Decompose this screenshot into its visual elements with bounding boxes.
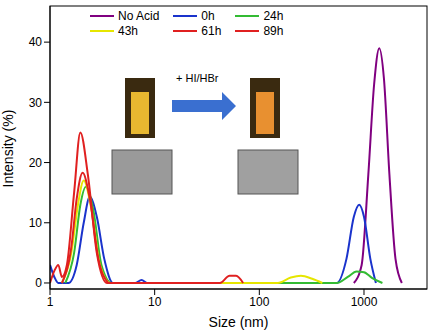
svg-text:Size (nm): Size (nm) — [209, 314, 269, 330]
svg-text:30: 30 — [29, 96, 43, 110]
svg-text:100: 100 — [249, 295, 269, 309]
svg-text:1000: 1000 — [351, 295, 378, 309]
svg-text:40: 40 — [29, 35, 43, 49]
svg-text:0: 0 — [35, 276, 42, 290]
html-text:+ HI/HBr: + HI/HBr — [176, 72, 219, 84]
html-text:No Acid: No Acid — [118, 8, 160, 23]
svg-text:1: 1 — [47, 295, 54, 309]
html-text:61h: 61h — [201, 23, 222, 38]
svg-text:Intensity (%): Intensity (%) — [0, 110, 16, 188]
html-text:24h: 24h — [263, 8, 284, 23]
html-text:43h: 43h — [118, 23, 138, 38]
svg-text:20: 20 — [29, 156, 43, 170]
html-text:89h: 89h — [263, 23, 284, 38]
svg-text:10: 10 — [29, 216, 43, 230]
svg-text:10: 10 — [148, 295, 162, 309]
html-text:0h: 0h — [201, 8, 215, 23]
